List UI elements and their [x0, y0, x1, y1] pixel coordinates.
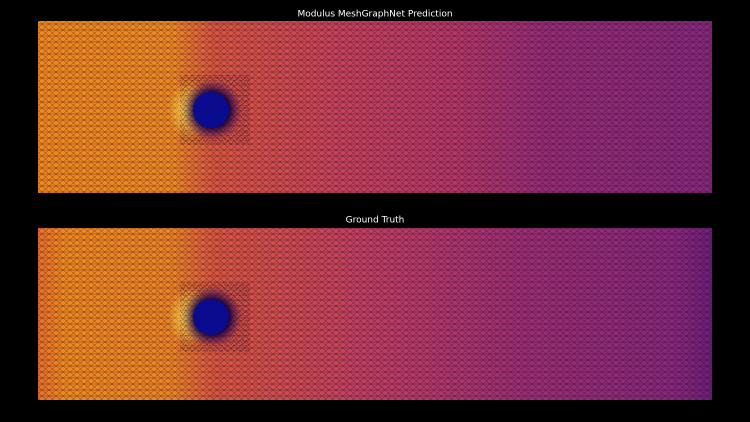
mesh	[38, 21, 712, 193]
cylinder	[193, 299, 229, 335]
panel-title: Modulus MeshGraphNet Prediction	[297, 10, 452, 20]
cylinder	[193, 92, 229, 128]
field-panel	[38, 21, 712, 193]
mesh	[38, 228, 712, 400]
field-panel	[38, 228, 712, 400]
panel-title: Ground Truth	[346, 216, 405, 226]
